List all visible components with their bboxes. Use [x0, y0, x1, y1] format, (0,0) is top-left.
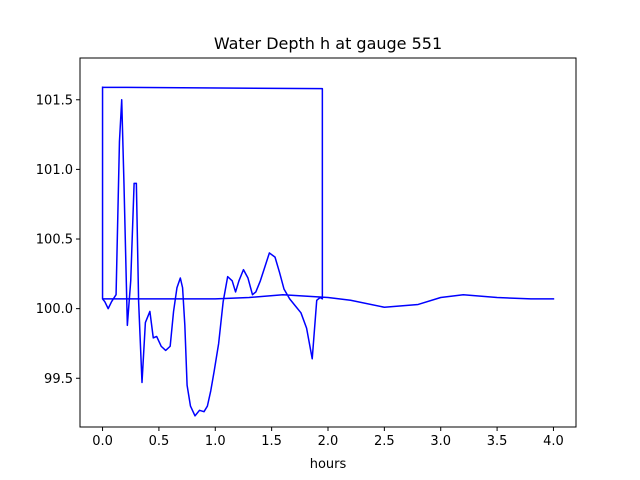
plot-area: 0.0 0.5 1.0 1.5 2.0 2.5 3.0 3.5 4.0 99.5 100.0 100.… — [36, 57, 577, 449]
series-line-0 — [101, 86, 555, 417]
y-tick-label: 99.5 — [44, 372, 73, 387]
x-tick-label: 0.0 — [92, 434, 113, 449]
x-tick-label: 1.0 — [205, 434, 226, 449]
x-tick-label: 1.5 — [261, 434, 282, 449]
x-tick-label: 4.0 — [543, 434, 564, 449]
x-tick-label: 2.0 — [318, 434, 339, 449]
x-tick-label: 3.0 — [430, 434, 451, 449]
y-tick-label: 100.0 — [36, 302, 73, 317]
y-tick-label: 101.5 — [36, 93, 73, 108]
chart-title: Water Depth h at gauge 551 — [214, 34, 442, 53]
x-tick-label: 2.5 — [374, 434, 395, 449]
x-axis-label: hours — [310, 457, 347, 472]
x-tick-label: 0.5 — [149, 434, 170, 449]
y-tick-label: 101.0 — [36, 163, 73, 178]
x-tick-label: 3.5 — [487, 434, 508, 449]
y-tick-label: 100.5 — [36, 233, 73, 248]
